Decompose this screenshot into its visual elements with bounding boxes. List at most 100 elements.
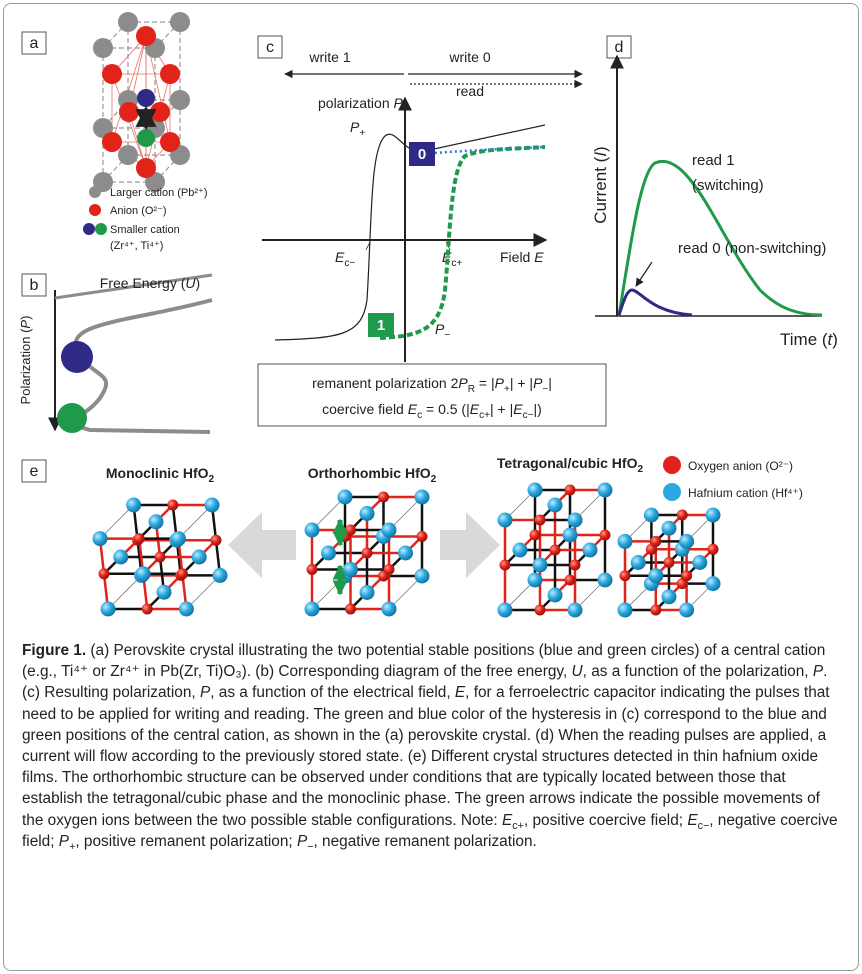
page: { "panel_a": {"label": "a", "legend": ["… [0,0,862,974]
text-run: − [444,330,450,341]
hafnium-atom [415,569,430,584]
larger-cation [118,145,138,165]
curve-label: (switching) [692,177,764,194]
text-run: Monoclinic HfO [106,465,209,481]
caption-run: , negative remanent polarization. [314,833,537,850]
hafnium-atom [179,602,194,617]
oxygen-atom [307,564,318,575]
caption-run: U [572,663,583,680]
state-label: 1 [377,317,385,334]
hafnium-atom [513,543,528,558]
anion [102,132,122,152]
legend-label: (Zr⁴⁺, Ti⁴⁺) [110,240,163,252]
hafnium-atom [706,508,721,523]
hafnium-atom [662,521,677,536]
smaller-cation-blue [137,89,155,107]
panel-label: e [30,463,39,480]
structure-title: Monoclinic HfO2 [106,465,215,485]
curve-label: read 1 [692,152,735,169]
oxygen-atom [535,605,546,616]
larger-cation [170,12,190,32]
hafnium-atom [93,531,108,546]
caption-run: P [59,833,69,850]
oxygen-atom [155,552,166,563]
caption-run: E [455,684,465,701]
oxygen-atom [650,536,661,547]
hafnium-atom [126,498,141,513]
hafnium-atom [528,573,543,588]
curve-label: read 0 (non-switching) [678,240,826,257]
legend-swatch [89,204,101,216]
anion [136,26,156,46]
legend-swatch [89,186,101,198]
transition-arrow [440,512,500,578]
remanent-label: P+ [350,119,365,139]
hafnium-atom [648,568,663,583]
axis-title: Current (I) [591,146,610,223]
text-run: = | [475,375,495,391]
anion [160,132,180,152]
text-run: coercive field [322,401,408,417]
coercive-label: Ec− [335,249,355,269]
text-run: Current ( [591,156,610,223]
hafnium-atom [157,585,172,600]
oxygen-atom [177,568,188,579]
text-run: R [468,384,475,395]
hafnium-atom [415,490,430,505]
anion [136,158,156,178]
hafnium-atom [305,523,320,538]
caption-run: c− [698,820,710,832]
hafnium-atom [679,534,694,549]
oxygen-atom [677,510,688,521]
anion [119,102,139,122]
panel-label: d [615,39,624,56]
caption-run: , as a function of the polarization, [583,663,813,680]
coercive-label: Ec+ [442,249,462,269]
caption-run: P [297,833,307,850]
hafnium-atom [213,568,228,583]
axis-title: polarization P [318,95,404,111]
hafnium-atom [305,602,320,617]
hafnium-atom [205,498,220,513]
legend-label: Smaller cation [110,224,180,236]
legend-label: Larger cation (Pb²⁺) [110,187,208,199]
axis-title: Time (t) [780,330,838,349]
text-run: c− [523,410,534,421]
hafnium-atom [568,513,583,528]
text-run: | [548,375,552,391]
oxygen-atom [211,535,222,546]
oxygen-atom [650,605,661,616]
structure-title: Tetragonal/cubic HfO2 [497,455,644,475]
text-run: Orthorhombic HfO [308,465,431,481]
hafnium-atom [343,562,358,577]
oxygen-atom [345,604,356,615]
hafnium-atom [498,603,513,618]
oxygen-atom [345,525,356,536]
hafnium-atom [618,603,633,618]
text-run: Polarization ( [18,328,33,405]
text-run: Free Energy ( [100,275,186,291]
hafnium-atom [548,498,563,513]
panel-label: b [30,277,39,294]
hafnium-atom [563,528,578,543]
hafnium-atom [533,558,548,573]
hafnium-atom [321,546,336,561]
hafnium-atom [598,483,613,498]
hafnium-atom [360,585,375,600]
text-run: ) [832,330,838,349]
text-run: ) [591,146,610,152]
text-run: P [394,95,404,111]
oxygen-atom [600,530,611,541]
larger-cation [93,38,113,58]
hafnium-atom [192,550,207,565]
caption-run: , as a function of the electrical field, [210,684,455,701]
oxygen-atom [708,544,719,555]
text-run: 2 [637,464,643,475]
oxygen-atom [664,557,675,568]
hafnium-atom [679,603,694,618]
hafnium-atom [382,602,397,617]
pulse-label: write 0 [448,49,490,65]
text-run: |) [534,401,542,417]
caption-run: P [813,663,823,680]
text-run: polarization [318,95,394,111]
